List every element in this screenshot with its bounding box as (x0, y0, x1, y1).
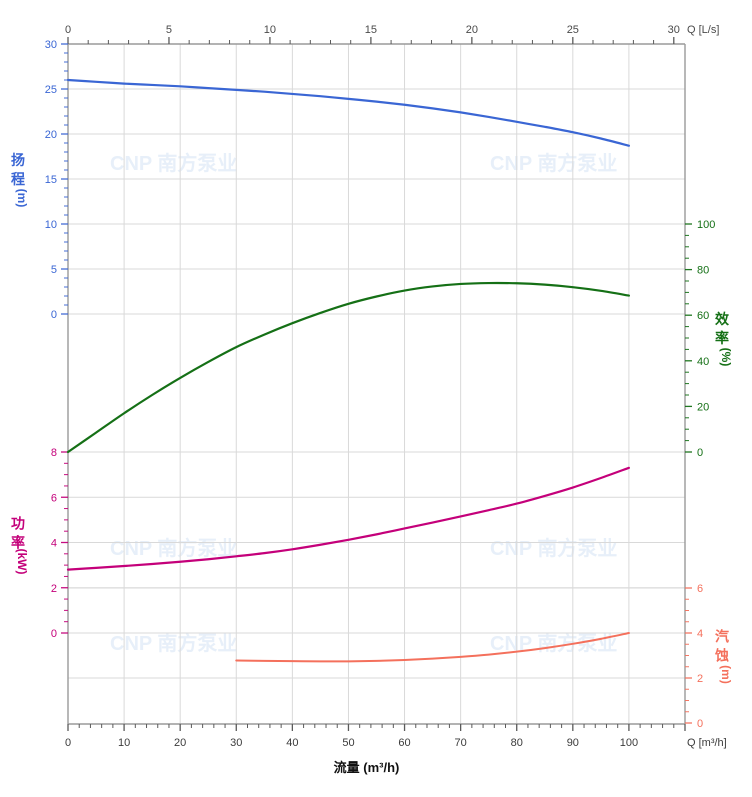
axis-bottom-tick-label: 30 (230, 737, 242, 749)
curve-power (66, 466, 631, 571)
axis-bottom-tick-label: 100 (620, 737, 638, 749)
axis-head-tick-label: 20 (45, 129, 57, 141)
axis-power: 0 2 4 6 8 功率(kW) (11, 447, 68, 640)
axis-efficiency-title-char: 率 (715, 330, 729, 346)
watermark-group: CNP 南方泵业 CNP 南方泵业 CNP 南方泵业 CNP 南方泵业 CNP 南方泵业… (110, 151, 617, 655)
axis-bottom: 0 10 20 30 40 50 60 70 80 90 100 Q [m³/h] 流量 (m³/h) (65, 724, 727, 775)
axis-bottom-tick-label: 80 (511, 737, 523, 749)
watermark-text: CNP 南方泵业 (490, 151, 617, 175)
watermark-text: CNP 南方泵业 (110, 631, 237, 655)
curve-efficiency (66, 281, 631, 454)
axis-npsh-tick-label: 6 (697, 583, 703, 595)
axis-power-title-char: 功 (11, 516, 25, 532)
axis-top: 0 5 10 15 20 25 30 Q [L/s] (65, 24, 719, 44)
axis-power-tick-label: 4 (51, 538, 57, 550)
axis-head-title-char: 程 (11, 171, 25, 187)
axis-top-tick-label: 30 (668, 24, 680, 36)
axis-bottom-tick-label: 20 (174, 737, 186, 749)
axis-efficiency-title-char: 效 (715, 311, 730, 327)
axis-bottom-tick-label: 90 (567, 737, 579, 749)
curves-group (66, 78, 631, 663)
watermark-text: CNP 南方泵业 (110, 536, 237, 560)
axis-npsh-tick-label: 2 (697, 673, 703, 685)
curve-npsh (235, 632, 630, 663)
axis-efficiency-unit-label: (%) (719, 348, 733, 367)
x-axis-title: 流量 (m³/h) (334, 760, 400, 775)
axis-head-title-char: 扬 (11, 152, 25, 168)
watermark-text: CNP 南方泵业 (490, 631, 617, 655)
axis-head-tick-label: 5 (51, 264, 57, 276)
axis-efficiency-tick-label: 80 (697, 265, 709, 277)
axis-npsh-unit-label: (m) (719, 665, 733, 684)
axis-top-tick-label: 10 (264, 24, 276, 36)
axis-head: 0 5 10 15 20 25 30 扬程 (m) (11, 39, 68, 321)
axis-npsh-title-char: 汽 (715, 629, 729, 645)
axis-efficiency-tick-label: 60 (697, 310, 709, 322)
axis-head-tick-label: 25 (45, 84, 57, 96)
axis-top-unit-label: Q [L/s] (687, 24, 719, 36)
axis-efficiency: 0 20 40 60 80 100 效率 (%) (685, 219, 733, 459)
axis-npsh-title-char: 蚀 (714, 648, 729, 664)
axis-power-tick-label: 8 (51, 447, 57, 459)
axis-power-unit-label: (kW) (15, 549, 29, 575)
axis-bottom-tick-label: 40 (286, 737, 298, 749)
curve-head (66, 78, 631, 147)
axis-top-tick-label: 15 (365, 24, 377, 36)
axis-power-title-char: 率 (11, 535, 25, 551)
axis-npsh-tick-label: 0 (697, 718, 703, 730)
axis-efficiency-tick-label: 20 (697, 401, 709, 413)
axis-bottom-tick-label: 10 (118, 737, 130, 749)
axis-npsh: 0 2 4 6 汽蚀(m) (685, 583, 733, 730)
axis-bottom-unit-label: Q [m³/h] (687, 737, 727, 749)
axis-top-tick-label: 25 (567, 24, 579, 36)
axis-power-tick-label: 2 (51, 583, 57, 595)
axis-npsh-tick-label: 4 (697, 628, 703, 640)
axis-efficiency-tick-label: 0 (697, 447, 703, 459)
watermark-text: CNP 南方泵业 (490, 536, 617, 560)
axis-bottom-tick-label: 60 (398, 737, 410, 749)
axis-top-tick-label: 0 (65, 24, 71, 36)
axis-efficiency-tick-label: 100 (697, 219, 715, 231)
axis-bottom-tick-label: 70 (455, 737, 467, 749)
axis-top-tick-label: 5 (166, 24, 172, 36)
axis-bottom-tick-label: 0 (65, 737, 71, 749)
grid-group (67, 43, 686, 724)
axis-head-tick-label: 30 (45, 39, 57, 51)
axis-head-unit-label: (m) (15, 189, 29, 208)
axis-power-tick-label: 6 (51, 492, 57, 504)
axis-head-tick-label: 10 (45, 219, 57, 231)
axis-top-tick-label: 20 (466, 24, 478, 36)
watermark-text: CNP 南方泵业 (110, 151, 237, 175)
axis-power-tick-label: 0 (51, 628, 57, 640)
axis-head-tick-label: 0 (51, 309, 57, 321)
axis-head-tick-label: 15 (45, 174, 57, 186)
axis-efficiency-tick-label: 40 (697, 356, 709, 368)
axis-bottom-tick-label: 50 (342, 737, 354, 749)
